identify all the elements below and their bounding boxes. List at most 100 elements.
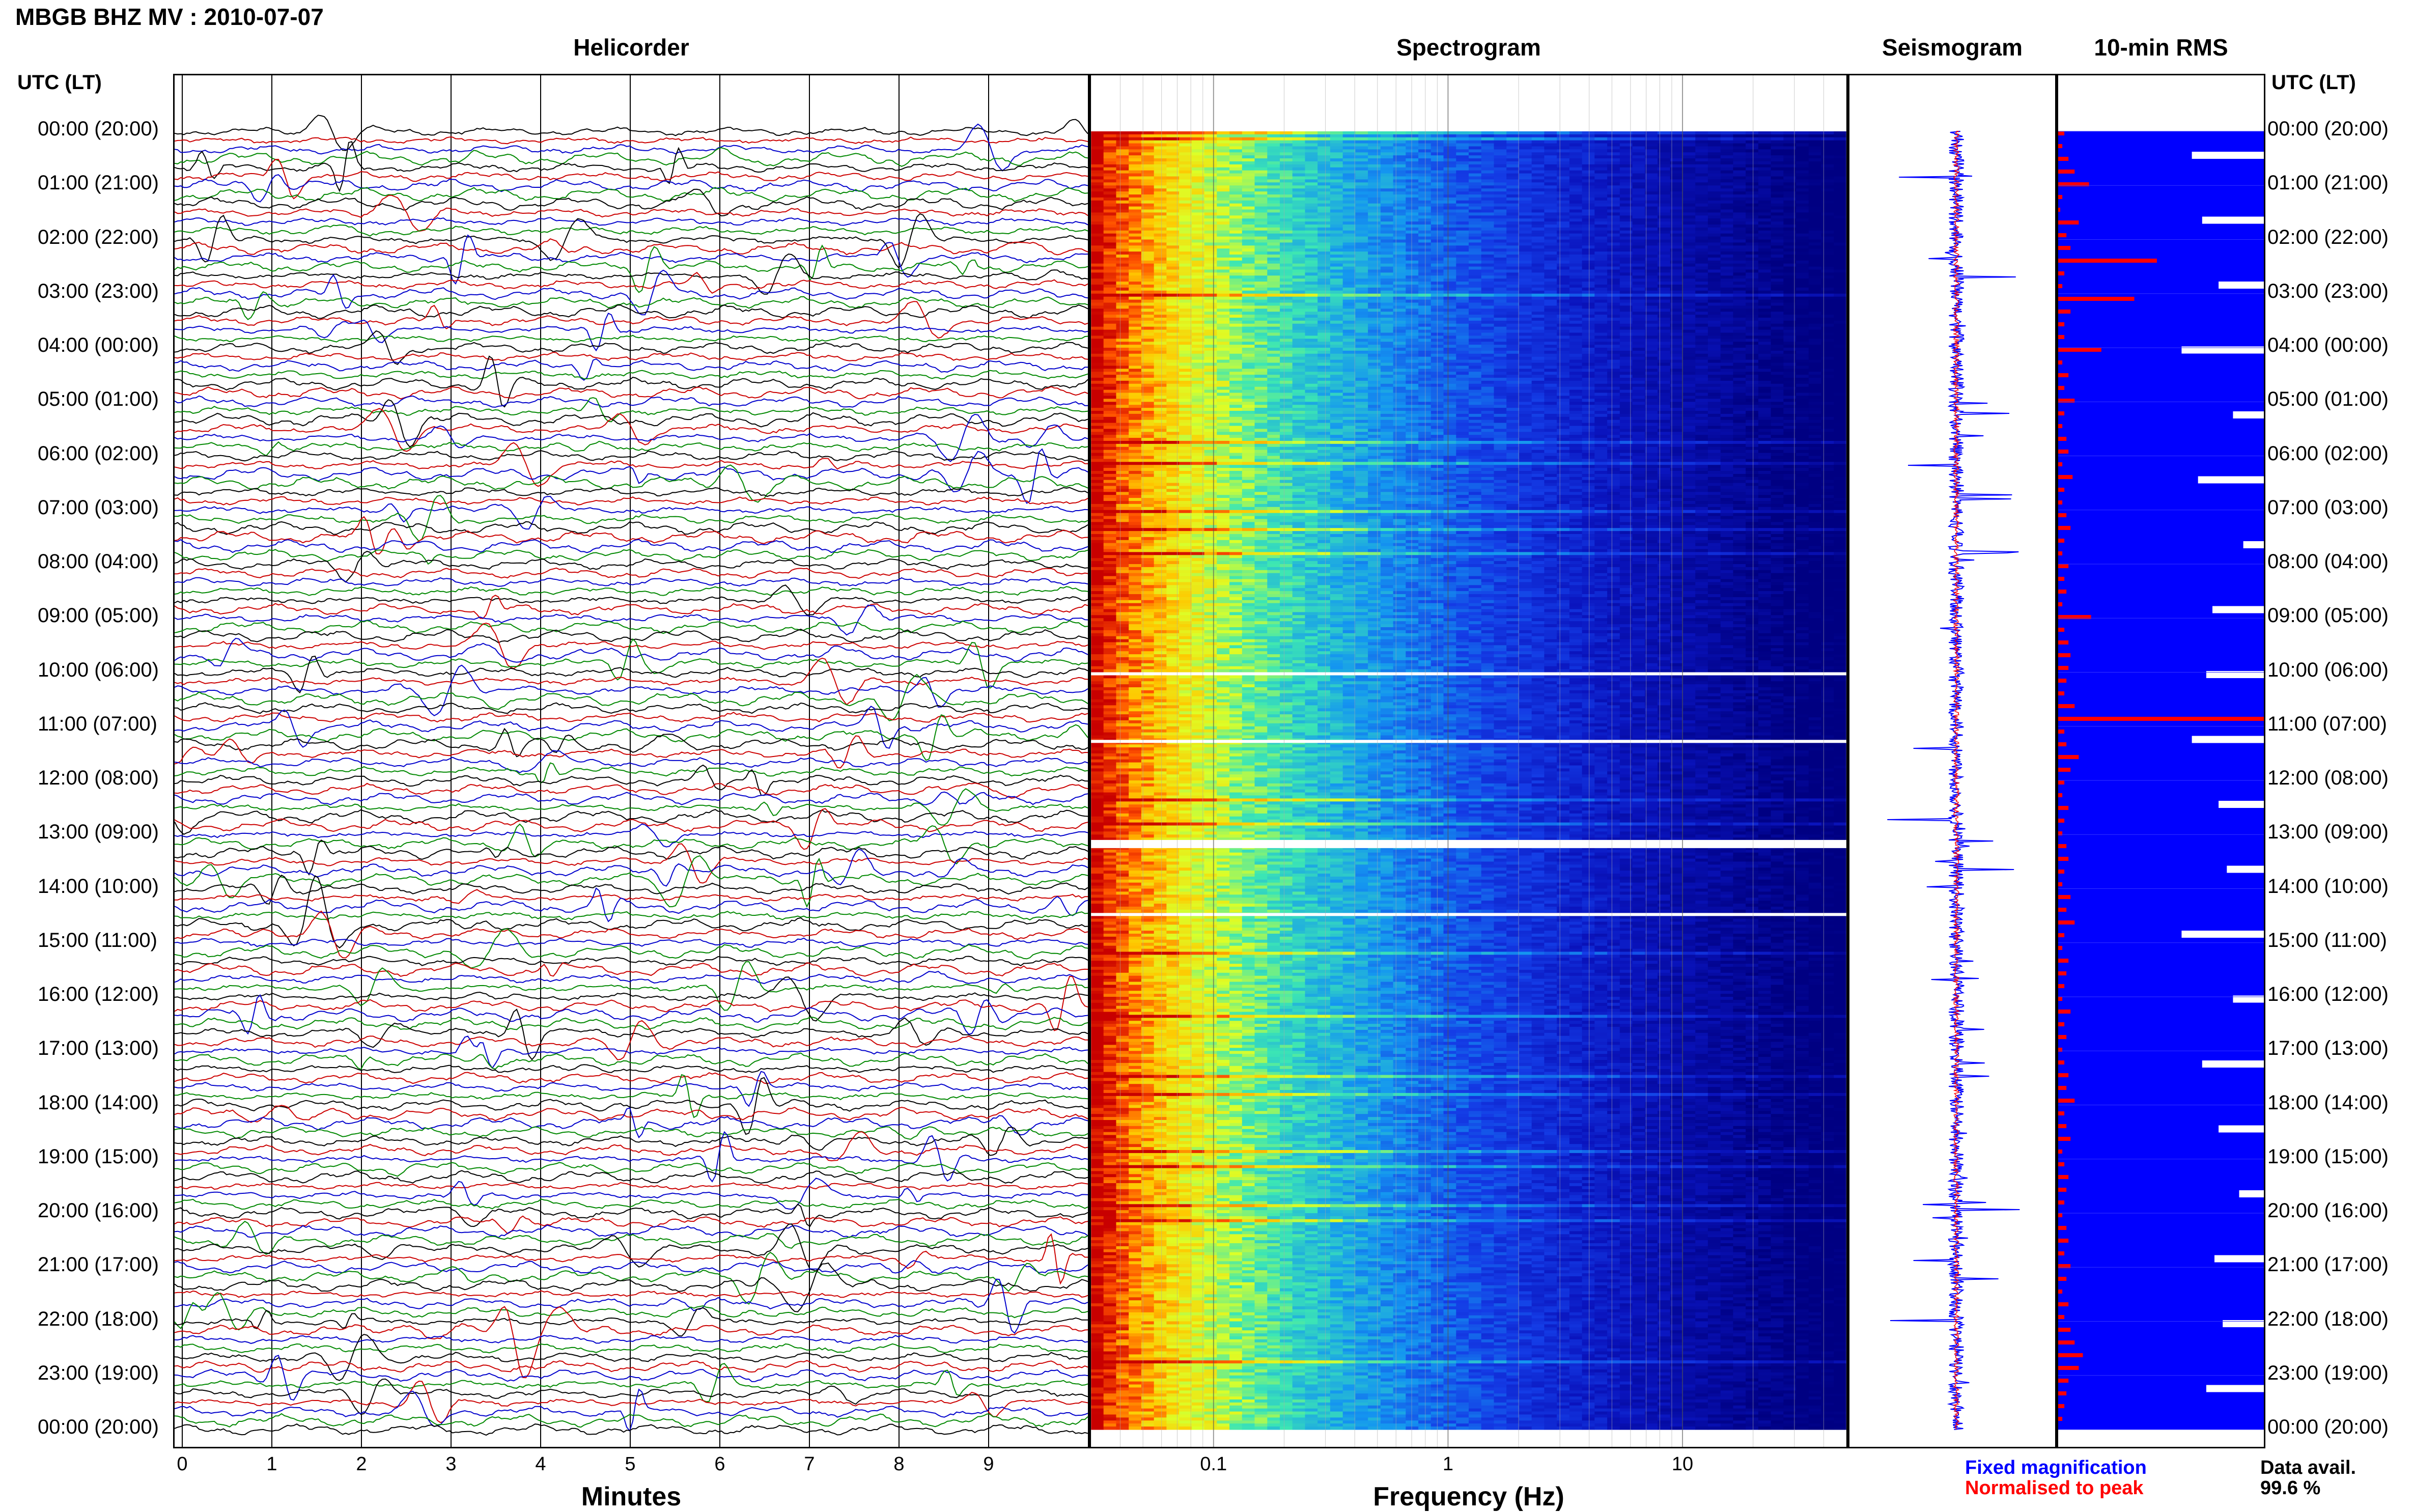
helicorder-trace — [175, 1108, 1088, 1137]
helicorder-trace — [175, 1065, 1088, 1073]
time-label-right: 14:00 (10:00) — [2267, 875, 2389, 898]
rms-peak-bar — [2058, 539, 2064, 543]
helicorder-plot — [175, 75, 1088, 1447]
helicorder-trace — [175, 550, 1088, 564]
rms-peak-bar — [2058, 462, 2062, 466]
time-label-left: 04:00 (00:00) — [38, 334, 159, 357]
rms-peak-bar — [2058, 1277, 2066, 1281]
helicorder-trace — [175, 359, 1088, 380]
helicorder-trace — [175, 957, 1088, 966]
rms-peak-bar — [2058, 984, 2064, 988]
minute-tick-label: 7 — [799, 1453, 820, 1475]
utc-header-right: UTC (LT) — [2271, 71, 2356, 94]
helicorder-panel[interactable] — [173, 74, 1089, 1448]
rms-panel[interactable] — [2057, 74, 2265, 1448]
rms-peak-bar — [2058, 806, 2068, 810]
rms-peak-bar — [2058, 310, 2070, 314]
rms-peak-bar — [2058, 640, 2068, 645]
rms-gap — [2239, 1190, 2264, 1197]
time-label-left: 14:00 (10:00) — [38, 875, 159, 898]
rms-peak-bar — [2058, 1302, 2068, 1306]
helicorder-trace — [175, 1072, 1088, 1106]
helicorder-trace — [175, 962, 1088, 1011]
time-label-right: 00:00 (20:00) — [2267, 1416, 2389, 1439]
helicorder-trace — [175, 658, 1088, 705]
helicorder-trace — [175, 712, 1088, 722]
helicorder-trace — [175, 239, 1088, 255]
rms-peak-bar — [2058, 157, 2068, 161]
helicorder-trace — [175, 1178, 1088, 1209]
rms-gap — [2206, 1385, 2264, 1392]
rms-peak-bar — [2058, 1048, 2062, 1052]
time-label-left: 17:00 (13:00) — [38, 1037, 159, 1060]
helicorder-trace — [175, 1021, 1088, 1060]
helicorder-trace — [175, 1344, 1088, 1353]
helicorder-trace — [175, 1263, 1088, 1312]
frequency-tick-label: 10 — [1662, 1453, 1703, 1475]
rms-peak-bar — [2058, 1315, 2064, 1319]
helicorder-trace — [175, 301, 1088, 338]
helicorder-trace — [175, 1162, 1088, 1176]
rms-gap — [2192, 736, 2264, 743]
spectrogram-panel[interactable] — [1089, 74, 1848, 1448]
helicorder-trace — [175, 441, 1088, 456]
helicorder-trace — [175, 352, 1088, 361]
rms-peak-bar — [2058, 513, 2066, 517]
rms-peak-bar — [2058, 526, 2070, 530]
time-label-right: 21:00 (17:00) — [2267, 1253, 2389, 1276]
rms-peak-bar — [2058, 386, 2064, 390]
helicorder-trace — [175, 1261, 1088, 1274]
data-avail-value: 99.6 % — [2260, 1477, 2320, 1499]
helicorder-trace — [175, 245, 1088, 292]
rms-peak-bar — [2058, 1162, 2064, 1166]
helicorder-trace — [175, 808, 1088, 849]
rms-peak-bar — [2058, 1200, 2064, 1205]
rms-gap — [2202, 1060, 2264, 1068]
helicorder-trace — [175, 911, 1088, 920]
rms-peak-bar — [2058, 1353, 2083, 1357]
rms-peak-bar — [2058, 131, 2064, 135]
time-label-right: 05:00 (01:00) — [2267, 388, 2389, 411]
helicorder-trace — [175, 305, 1088, 319]
rms-peak-bar — [2058, 666, 2068, 670]
rms-peak-bar — [2058, 348, 2101, 352]
helicorder-trace — [175, 1053, 1088, 1069]
spectrogram-gap — [1091, 840, 1846, 848]
seismogram-panel[interactable] — [1848, 74, 2057, 1448]
rms-gap — [2202, 217, 2264, 224]
time-label-left: 08:00 (04:00) — [38, 550, 159, 573]
time-label-right: 15:00 (11:00) — [2267, 929, 2387, 952]
time-label-right: 02:00 (22:00) — [2267, 226, 2389, 249]
helicorder-trace — [175, 621, 1088, 633]
rms-peak-bar — [2058, 411, 2064, 415]
rms-peak-bar — [2058, 564, 2068, 568]
rms-peak-bar — [2058, 246, 2070, 250]
rms-peak-bar — [2058, 971, 2066, 975]
frequency-tick-label: 0.1 — [1193, 1453, 1234, 1475]
rms-peak-bar — [2058, 946, 2062, 950]
helicorder-trace — [175, 1072, 1088, 1083]
helicorder-trace — [175, 387, 1088, 399]
helicorder-trace — [175, 844, 1088, 883]
rms-peak-bar — [2058, 997, 2062, 1001]
time-label-left: 00:00 (20:00) — [38, 1416, 159, 1439]
rms-peak-bar — [2058, 895, 2070, 899]
time-label-right: 06:00 (02:00) — [2267, 442, 2389, 465]
rms-peak-bar — [2058, 322, 2064, 326]
minute-tick-label: 6 — [710, 1453, 730, 1475]
helicorder-trace — [175, 1036, 1088, 1068]
time-label-left: 11:00 (07:00) — [38, 713, 157, 736]
rms-peak-bar — [2058, 755, 2079, 759]
helicorder-trace — [175, 665, 1088, 716]
rms-gap — [2192, 152, 2264, 159]
rms-peak-bar — [2058, 551, 2062, 555]
time-label-right: 08:00 (04:00) — [2267, 550, 2389, 573]
rms-peak-bar — [2058, 1379, 2068, 1383]
legend-normalised: Normalised to peak — [1965, 1477, 2144, 1499]
helicorder-trace — [175, 706, 1088, 748]
rms-peak-bar — [2058, 1328, 2070, 1332]
rms-peak-bar — [2058, 450, 2068, 454]
time-label-left: 09:00 (05:00) — [38, 604, 159, 627]
frequency-axis-label: Frequency (Hz) — [1089, 1481, 1848, 1512]
rms-peak-bar — [2058, 844, 2066, 848]
